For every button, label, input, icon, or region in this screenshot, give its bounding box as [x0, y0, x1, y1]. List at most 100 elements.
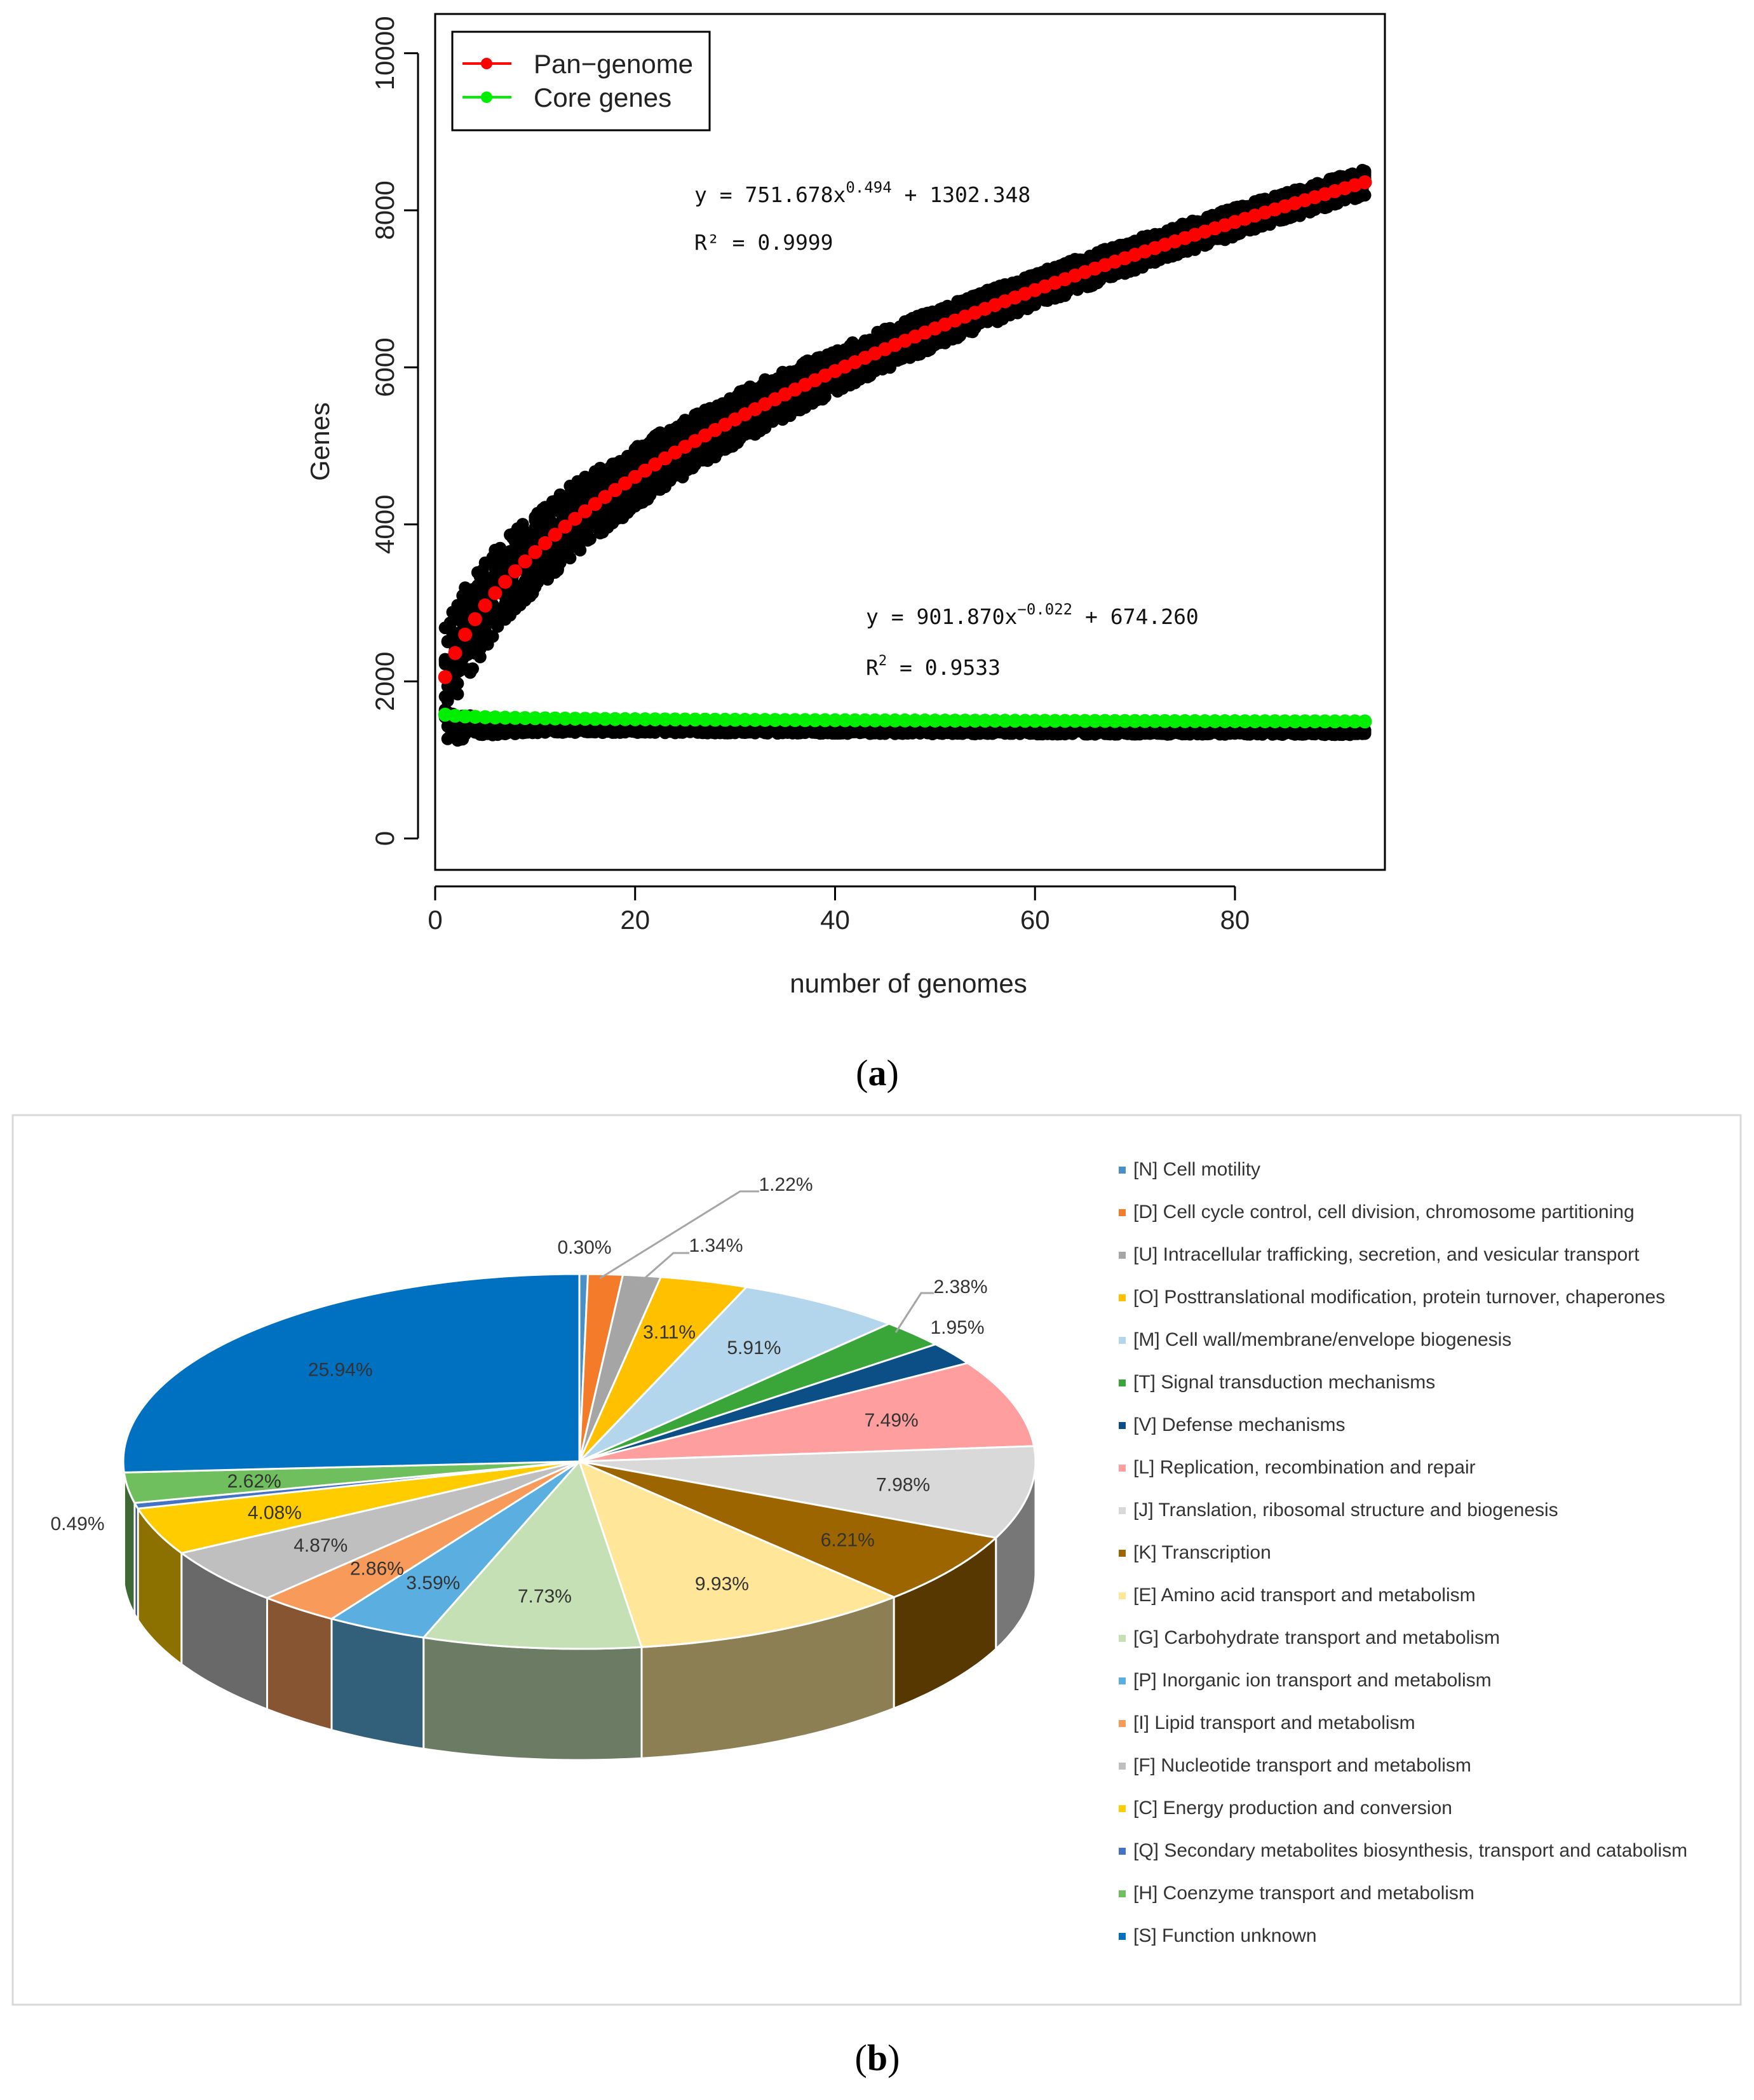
x-tick-label-80: 80 — [1220, 905, 1250, 935]
legend-label-h: [H] Coenzyme transport and metabolism — [1133, 1883, 1474, 1904]
pie-pct-label-n: 0.30% — [557, 1237, 611, 1258]
core-genes-point — [1197, 714, 1212, 728]
core-genes-point — [488, 710, 503, 725]
legend-swatch-f — [1119, 1763, 1126, 1770]
pie-pct-label-i: 2.86% — [350, 1558, 404, 1579]
core-genes-point — [858, 713, 872, 728]
pie-side-g — [422, 1636, 643, 1761]
core-genes-point — [648, 712, 663, 727]
pie-side-p — [330, 1617, 425, 1750]
caption-b-close: ) — [887, 2037, 900, 2078]
core-genes-point — [1037, 714, 1052, 728]
pan-eq-rhs: + 1302.348 — [892, 182, 1031, 207]
pan-genome-point — [558, 519, 572, 534]
pie-side-s — [122, 1461, 125, 1584]
panel-a-caption: (a) — [856, 1052, 899, 1094]
pie-pct-label-k: 6.21% — [821, 1530, 875, 1551]
legend-label-d: [D] Cell cycle control, cell division, c… — [1133, 1202, 1635, 1223]
pie-sides — [122, 1461, 1037, 1761]
pan-genome-point — [598, 490, 612, 505]
core-genes-point — [847, 713, 862, 728]
pan-eq-exponent: 0.494 — [846, 179, 891, 196]
core-genes-point — [468, 710, 482, 724]
pan-genome-point — [448, 646, 462, 660]
core-genes-point — [1077, 714, 1092, 728]
core-genes-point — [1218, 714, 1232, 728]
core-genes-point — [598, 712, 612, 726]
y-tick-label-4000: 4000 — [370, 495, 400, 554]
core-genes-point — [748, 713, 762, 727]
y-axis-label: Genes — [305, 402, 335, 481]
legend-label-i: [I] Lipid transport and metabolism — [1133, 1712, 1415, 1733]
core-genes-point — [578, 712, 593, 726]
pie-top — [122, 1273, 1037, 1650]
core-genes-point — [1227, 714, 1242, 728]
pie-pct-label-p: 3.59% — [406, 1573, 460, 1594]
core-genes-point — [1128, 714, 1142, 728]
core-genes-point — [868, 713, 882, 728]
core-genes-point — [887, 713, 902, 728]
legend: Pan−genome Core genes — [451, 30, 711, 132]
core-genes-point — [988, 714, 1002, 728]
legend-swatch-n — [1119, 1167, 1126, 1174]
pan-genome-point — [588, 497, 602, 511]
core-genes-point — [778, 713, 792, 728]
core-r2-rhs: = 0.9533 — [887, 655, 1001, 680]
x-tick-label-0: 0 — [428, 905, 442, 935]
core-genes-point — [828, 713, 842, 728]
core-genes-point — [758, 713, 772, 727]
pan-raw-point — [451, 677, 464, 690]
pan-raw-point — [466, 662, 479, 675]
pan-genome-point — [638, 463, 652, 478]
core-genes-point — [1267, 714, 1282, 729]
core-equation-text: y = 901.870x−0.022 + 674.260 — [866, 600, 1199, 629]
core-genes-point — [628, 712, 642, 726]
panel-b: 0.30% 1.22% 1.34% 3.11% 5.91% 2.38% 1.95% 7.49%… — [11, 1114, 1742, 2078]
pan-genome-point — [488, 586, 503, 600]
core-genes-point — [1008, 714, 1022, 728]
legend-swatch-q — [1119, 1848, 1126, 1855]
caption-b-letter: b — [867, 2037, 887, 2078]
x-tick-label-20: 20 — [620, 905, 650, 935]
pie-slice-e — [577, 1460, 897, 1648]
fit-curves — [438, 175, 1372, 729]
core-genes-point — [1278, 714, 1292, 729]
core-genes-point — [908, 713, 922, 728]
core-genes-point — [1347, 714, 1362, 729]
legend-label-e: [E] Amino acid transport and metabolism — [1133, 1585, 1476, 1606]
pan-raw-point — [1358, 165, 1372, 178]
legend-marker-core — [481, 91, 492, 103]
core-genes-point — [688, 712, 703, 727]
core-genes-point — [668, 712, 682, 727]
y-tick-label-10000: 10000 — [370, 16, 400, 90]
pie-leader-t — [894, 1292, 934, 1333]
pie-pct-label-m: 5.91% — [727, 1338, 781, 1358]
panel-b-caption: (b) — [855, 2037, 900, 2078]
pan-genome-point — [508, 564, 522, 579]
core-genes-point — [1168, 714, 1182, 728]
core-genes-point — [1048, 714, 1062, 728]
legend-swatch-k — [1119, 1550, 1126, 1557]
legend-label-p: [P] Inorganic ion transport and metaboli… — [1133, 1670, 1492, 1691]
pie-leader-d — [599, 1190, 759, 1280]
legend-swatch-v — [1119, 1422, 1126, 1429]
core-genes-point — [898, 713, 912, 728]
pie-pct-label-u: 1.34% — [689, 1235, 743, 1256]
core-genes-point — [918, 713, 933, 728]
legend-label-f: [F] Nucleotide transport and metabolism — [1133, 1755, 1471, 1776]
core-r2-lhs: R — [866, 655, 879, 680]
core-genes-point — [1318, 714, 1332, 729]
legend-label-j: [J] Translation, ribosomal structure and… — [1133, 1500, 1558, 1521]
core-genes-point — [558, 711, 572, 726]
axes: 0 20 40 60 80 0 2000 4000 6000 8000 10000 — [370, 16, 1250, 935]
core-genes-point — [568, 712, 583, 726]
pan-genome-point — [578, 504, 593, 518]
pie-labels: 0.30% 1.22% 1.34% 3.11% 5.91% 2.38% 1.95% 7.49%… — [50, 1174, 987, 1607]
core-genes-point — [798, 713, 813, 728]
core-eq-rhs: + 674.260 — [1072, 604, 1199, 629]
caption-b-open: ( — [855, 2037, 867, 2078]
legend-swatch-o — [1119, 1294, 1126, 1301]
pan-raw-point — [486, 630, 499, 643]
pie-pct-label-l: 7.49% — [865, 1410, 919, 1431]
pie-leader-u — [637, 1252, 689, 1286]
